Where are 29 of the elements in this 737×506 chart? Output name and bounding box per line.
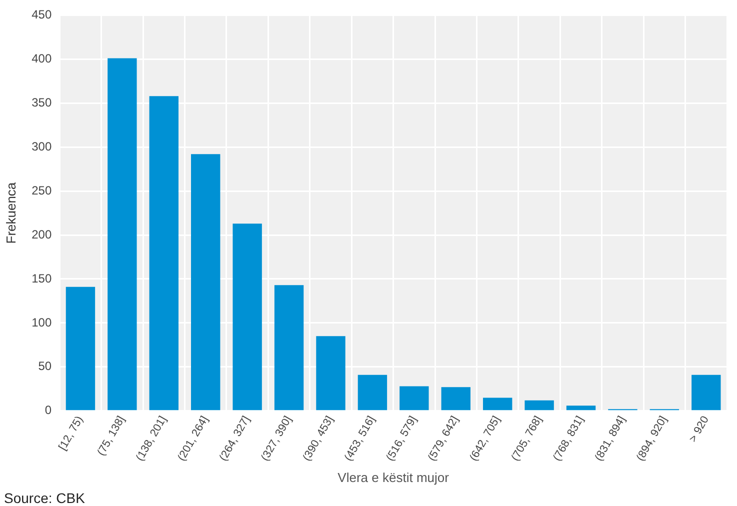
source-note: Source: CBK	[4, 490, 85, 506]
bar	[441, 387, 470, 410]
y-tick-label: 200	[32, 227, 52, 242]
y-tick-label: 0	[44, 403, 52, 418]
x-tick-label: > 920	[687, 414, 712, 444]
y-tick-label: 50	[38, 359, 52, 374]
bar	[400, 386, 429, 410]
bar	[566, 406, 596, 410]
bar	[232, 224, 262, 410]
bar	[191, 154, 220, 410]
y-tick-label: 450	[32, 8, 52, 22]
bar	[274, 285, 304, 410]
bar	[66, 286, 96, 410]
y-tick-label: 350	[32, 95, 52, 110]
y-tick-label: 400	[32, 51, 52, 66]
bar	[524, 400, 554, 410]
y-tick-label: 300	[32, 139, 52, 154]
y-tick-label: 250	[32, 183, 52, 198]
bar	[316, 336, 346, 410]
bar	[692, 374, 721, 410]
bar	[482, 398, 512, 410]
y-axis-title: Frekuenca	[3, 182, 18, 244]
bar	[108, 58, 137, 410]
x-tick-label: [12, 75)	[56, 414, 86, 453]
bar	[149, 96, 178, 410]
y-tick-label: 100	[32, 315, 52, 330]
x-axis-title: Vlera e këstit mujor	[338, 470, 450, 485]
y-tick-label: 150	[32, 271, 52, 286]
bar	[358, 374, 388, 410]
